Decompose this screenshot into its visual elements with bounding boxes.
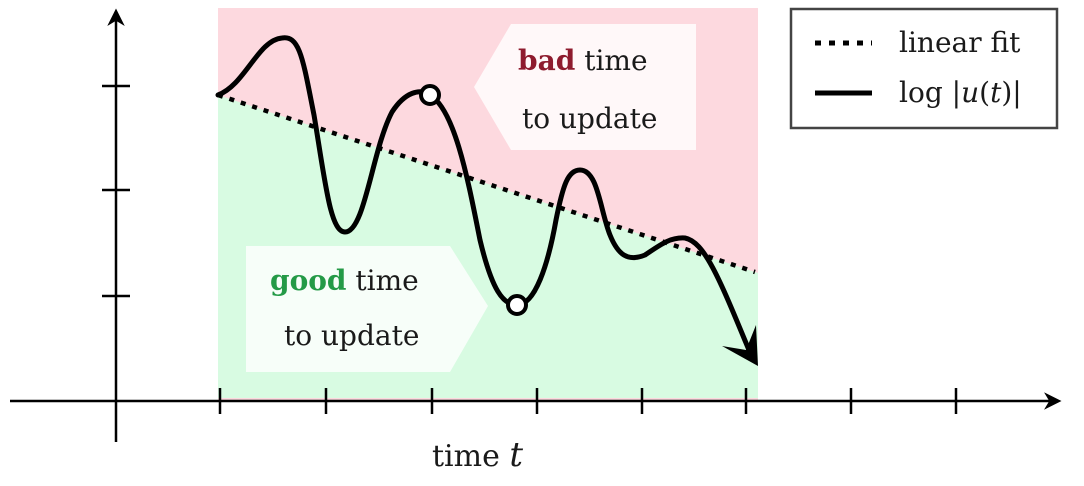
good-callout: good time to update (246, 246, 488, 372)
legend-log-prefix: log | (899, 76, 961, 109)
circle-marker (506, 294, 528, 316)
y-ticks (102, 84, 130, 298)
circle-marker (419, 84, 441, 106)
curve-arrowhead (722, 325, 758, 366)
x-ticks (218, 388, 958, 414)
x-axis-label-text: time (432, 439, 509, 474)
legend: linear fit log |u(t)| (789, 7, 1059, 130)
bad-callout: bad time to update (474, 24, 696, 150)
bad-callout-line2: to update (522, 102, 657, 135)
x-axis-label: time t (432, 435, 523, 475)
legend-log-u-label: log |u(t)| (899, 76, 1022, 109)
legend-suffix: )| (1001, 76, 1021, 109)
log-u-curve (215, 35, 754, 358)
legend-t-var: t (990, 76, 1002, 109)
legend-box (789, 7, 1059, 130)
good-word: good (270, 264, 347, 297)
x-axis-label-var: t (509, 435, 523, 475)
bad-callout-line1: bad time (518, 44, 648, 77)
legend-linear-fit-label: linear fit (899, 26, 1021, 59)
good-callout-rest: time (347, 264, 419, 297)
legend-u-var: u (961, 76, 979, 109)
bad-word: bad (518, 44, 575, 77)
good-callout-line2: to update (284, 319, 419, 352)
legend-paren-open: ( (979, 76, 990, 109)
good-callout-line1: good time (270, 264, 419, 297)
bad-callout-rest: time (575, 44, 647, 77)
